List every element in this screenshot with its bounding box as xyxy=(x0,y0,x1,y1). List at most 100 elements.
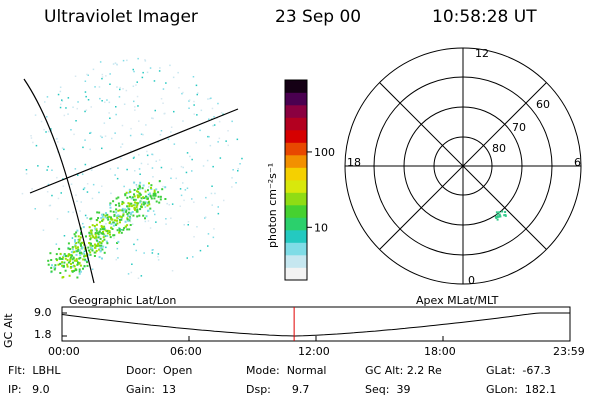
aurora-pixel xyxy=(67,247,70,250)
aurora-pixel xyxy=(128,219,131,222)
speckle-pixel xyxy=(165,218,167,220)
aurora-pixel xyxy=(59,262,62,265)
aurora-pixel xyxy=(138,195,141,198)
speckle-pixel xyxy=(123,103,126,105)
aurora-pixel xyxy=(75,268,78,271)
speckle-pixel xyxy=(124,209,126,212)
speckle-pixel xyxy=(103,122,106,124)
speckle-pixel xyxy=(208,136,210,138)
speckle-pixel xyxy=(109,168,112,170)
aurora-pixel xyxy=(99,237,102,240)
speckle-pixel xyxy=(126,168,128,171)
aurora-pixel xyxy=(142,214,145,217)
speckle-pixel xyxy=(48,204,51,207)
aurora-pixel xyxy=(97,244,100,247)
aurora-pixel xyxy=(117,240,120,243)
mlt-label-0: 0 xyxy=(468,274,475,287)
aurora-pixel xyxy=(121,207,124,210)
speckle-pixel xyxy=(149,227,152,229)
colorbar-cell xyxy=(285,242,307,256)
speckle-pixel xyxy=(151,167,154,169)
colorbar-frame xyxy=(284,79,308,281)
speckle-pixel xyxy=(134,106,136,108)
aurora-pixel xyxy=(127,191,130,194)
aurora-pixel xyxy=(94,232,97,234)
aurora-pixel xyxy=(126,228,129,231)
aurora-pixel xyxy=(71,265,74,268)
aurora-pixel xyxy=(117,196,120,199)
aurora-pixel xyxy=(115,211,118,214)
aurora-pixel xyxy=(144,190,147,193)
aurora-pixel xyxy=(60,257,63,260)
speckle-pixel xyxy=(92,183,95,186)
speckle-pixel xyxy=(218,137,221,140)
speckle-pixel xyxy=(90,220,92,222)
speckle-pixel xyxy=(169,64,171,67)
aurora-pixel xyxy=(144,197,147,200)
aurora-pixel xyxy=(147,201,150,204)
speckle-pixel xyxy=(152,153,154,156)
speckle-pixel xyxy=(134,170,136,172)
status-glon: GLon: 182.1 xyxy=(486,383,557,396)
colorbar-cell xyxy=(285,205,307,218)
aurora-pixel xyxy=(101,257,103,260)
speckle-pixel xyxy=(116,86,118,88)
speckle-pixel xyxy=(143,252,145,254)
speckle-pixel xyxy=(99,61,102,63)
speckle-pixel xyxy=(170,217,172,219)
aurora-pixel xyxy=(129,202,132,205)
aurora-pixel xyxy=(83,255,86,258)
aurora-pixel xyxy=(133,181,136,184)
aurora-pixel xyxy=(102,226,105,228)
aurora-pixel xyxy=(50,259,53,261)
aurora-pixel xyxy=(107,218,110,221)
aurora-pixel xyxy=(75,259,78,262)
speckle-pixel xyxy=(210,192,213,195)
aurora-pixel xyxy=(147,209,150,212)
gc-alt-ytick-9: 9.0 xyxy=(34,306,52,319)
aurora-pixel xyxy=(109,210,112,213)
aurora-pixel xyxy=(124,208,126,211)
speckle-pixel xyxy=(99,97,101,100)
aurora-pixel xyxy=(109,233,111,236)
aurora-pixel xyxy=(132,214,135,217)
aurora-pixel xyxy=(114,204,117,207)
aurora-pixel xyxy=(112,200,115,203)
speckle-pixel xyxy=(63,148,65,151)
speckle-pixel xyxy=(129,220,132,223)
aurora-pixel xyxy=(117,209,120,212)
aurora-pixel xyxy=(106,242,109,245)
aurora-pixel xyxy=(64,269,67,272)
aurora-pixel xyxy=(66,259,69,262)
geo-boundary-curve xyxy=(23,78,95,284)
speckle-pixel xyxy=(138,120,140,122)
aurora-pixel xyxy=(101,215,104,218)
speckle-pixel xyxy=(101,73,104,76)
speckle-pixel xyxy=(217,206,219,208)
aurora-pixel xyxy=(93,251,96,254)
aurora-pixel xyxy=(147,197,149,200)
speckle-pixel xyxy=(65,107,67,109)
aurora-pixel xyxy=(69,258,72,261)
aurora-pixel xyxy=(128,188,131,191)
aurora-pixel xyxy=(147,189,149,192)
speckle-pixel xyxy=(117,257,119,259)
aurora-pixel xyxy=(137,190,140,193)
speckle-pixel xyxy=(62,185,65,187)
status-door: Door: Open xyxy=(126,364,193,377)
speckle-pixel xyxy=(147,163,149,165)
speckle-pixel xyxy=(191,158,193,161)
speckle-pixel xyxy=(227,130,229,132)
aurora-pixel xyxy=(125,191,128,194)
aurora-pixel xyxy=(120,216,123,219)
speckle-pixel xyxy=(191,198,193,200)
aurora-pixel xyxy=(94,243,96,246)
speckle-pixel xyxy=(130,149,132,152)
aurora-pixel xyxy=(138,184,141,187)
speckle-pixel xyxy=(109,83,111,85)
aurora-pixel xyxy=(127,211,130,214)
aurora-pixel xyxy=(73,233,76,236)
aurora-pixel xyxy=(98,256,101,259)
polar-spot-pixel xyxy=(503,214,506,217)
speckle-pixel xyxy=(213,228,215,230)
